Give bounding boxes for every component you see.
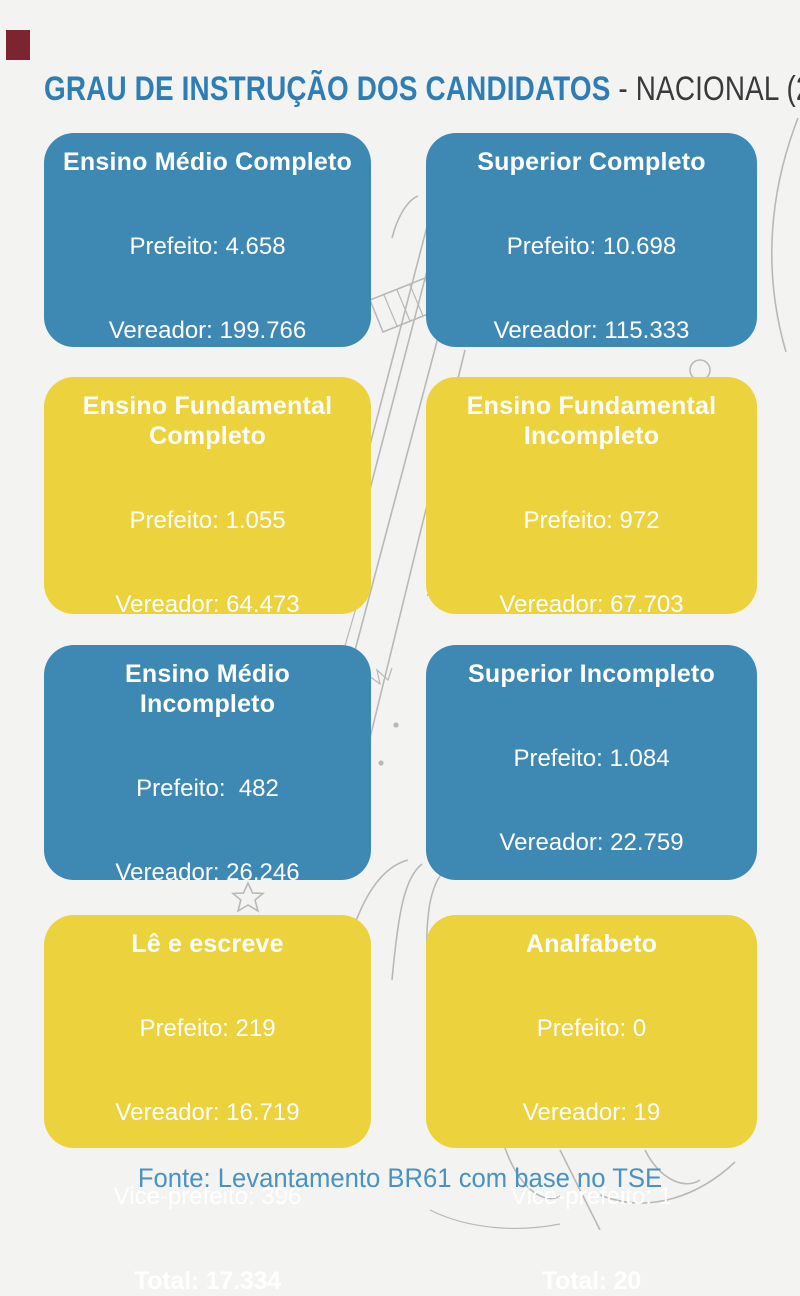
stat-line-vice-prefeito: Vice-prefeito: 1 — [511, 1183, 672, 1210]
card-row: Lê e escreve Prefeito: 219 Vereador: 16.… — [44, 915, 757, 1295]
card-title: Ensino Médio Incompleto — [125, 660, 290, 718]
stat-line-prefeito: Prefeito: 4.658 — [129, 233, 286, 260]
stat-line-vereador: Vereador: 199.766 — [108, 317, 307, 344]
stat-line-prefeito: Prefeito: 0 — [536, 1015, 647, 1042]
card-row: Ensino Médio Completo Prefeito: 4.658 Ve… — [44, 133, 757, 513]
card-ensino-medio-incompleto: Ensino Médio Incompleto Prefeito: 482 Ve… — [44, 645, 371, 1055]
card-title: Analfabeto — [525, 930, 658, 958]
card-analfabeto: Analfabeto Prefeito: 0 Vereador: 19 Vice… — [426, 915, 757, 1295]
card-title: Ensino Fundamental Incompleto — [466, 392, 717, 450]
stat-line-vereador: Vereador: 22.759 — [499, 829, 684, 856]
stat-line-prefeito: Prefeito: 1.084 — [513, 745, 670, 772]
stat-line-prefeito: Prefeito: 219 — [139, 1015, 276, 1042]
card-row: Ensino Fundamental Completo Prefeito: 1.… — [44, 377, 757, 787]
page-title-main: GRAU DE INSTRUÇÃO DOS CANDIDATOS — [44, 70, 611, 108]
stat-line-prefeito: Prefeito: 972 — [523, 507, 660, 534]
stat-line-vereador: Vereador: 16.719 — [115, 1099, 300, 1126]
card-stats: Prefeito: 219 Vereador: 16.719 Vice-pref… — [54, 959, 361, 1267]
card-le-e-escreve: Lê e escreve Prefeito: 219 Vereador: 16.… — [44, 915, 371, 1295]
card-title: Superior Incompleto — [468, 660, 715, 688]
card-ensino-fundamental-completo: Ensino Fundamental Completo Prefeito: 1.… — [44, 377, 371, 787]
card-title: Lê e escreve — [131, 930, 284, 958]
source-footer: Fonte: Levantamento BR61 com base no TSE — [137, 1163, 663, 1193]
card-superior-incompleto: Superior Incompleto Prefeito: 1.084 Vere… — [426, 645, 757, 1025]
card-total: Total: 20 — [541, 1267, 642, 1295]
card-superior-completo: Superior Completo Prefeito: 10.698 Verea… — [426, 133, 757, 513]
stat-line-vereador: Vereador: 67.703 — [499, 591, 684, 618]
stat-line-vereador: Vereador: 26.246 — [115, 859, 300, 886]
corner-logo-mark — [6, 30, 30, 60]
stat-line-vereador: Vereador: 115.333 — [493, 317, 690, 344]
stat-line-vereador: Vereador: 19 — [522, 1099, 661, 1126]
stat-line-vereador: Vereador: 64.473 — [115, 591, 300, 618]
page-title-subtitle: - NACIONAL (2020) — [618, 70, 800, 108]
stat-line-prefeito: Prefeito: 1.055 — [129, 507, 286, 534]
stat-line-vice-prefeito: Vice-prefeito: 396 — [113, 1183, 302, 1210]
card-title: Ensino Fundamental Completo — [82, 392, 333, 450]
page-title: GRAU DE INSTRUÇÃO DOS CANDIDATOS - NACIO… — [44, 70, 800, 108]
card-ensino-medio-completo: Ensino Médio Completo Prefeito: 4.658 Ve… — [44, 133, 371, 513]
card-total: Total: 17.334 — [134, 1267, 281, 1295]
stat-line-prefeito: Prefeito: 10.698 — [506, 233, 677, 260]
card-title: Superior Completo — [477, 148, 706, 176]
card-stats: Prefeito: 0 Vereador: 19 Vice-prefeito: … — [436, 959, 747, 1267]
card-ensino-fundamental-incompleto: Ensino Fundamental Incompleto Prefeito: … — [426, 377, 757, 787]
card-title: Ensino Médio Completo — [63, 148, 352, 176]
card-row: Ensino Médio Incompleto Prefeito: 482 Ve… — [44, 645, 757, 1055]
stat-line-prefeito: Prefeito: 482 — [136, 775, 279, 802]
stat-cards-grid: Ensino Médio Completo Prefeito: 4.658 Ve… — [44, 133, 757, 1295]
